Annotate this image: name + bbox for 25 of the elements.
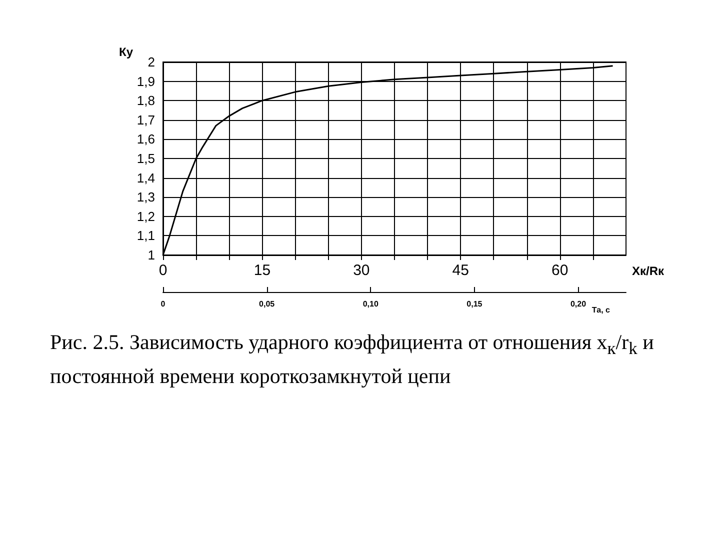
y-tick-label: 1,2	[136, 208, 155, 224]
x2-axis-title: Та, с	[592, 306, 611, 314]
y-tick-label: 1,1	[136, 228, 155, 244]
x2-tick-label: 0,20	[570, 300, 587, 308]
y-tick-label: 2	[148, 54, 155, 70]
y-tick-label: 1,6	[136, 132, 155, 147]
x-tick-label: 30	[353, 262, 370, 279]
y-tick-label: 1,8	[136, 93, 155, 108]
x-tick-label: 45	[452, 262, 469, 279]
y-axis-title: Ку	[119, 45, 134, 59]
x-axis-title: Xк/Rк	[632, 264, 666, 278]
x-tick-label: 0	[158, 262, 168, 279]
y-tick-label: 1	[148, 248, 155, 262]
x2-tick-label: 0,15	[466, 300, 483, 308]
y-tick-label: 1,3	[136, 190, 155, 205]
x-tick-label: 60	[552, 262, 568, 279]
x2-tick-label: 0,10	[362, 300, 379, 308]
text: Рис. 2.5. Зависимость ударного коэффициента от отношения x$_{к}$/r$_{k}$ и постоянной времени короткозамкнутой цепи	[50, 330, 654, 388]
x-tick-label: 15	[254, 262, 271, 279]
y-tick-label: 1,7	[136, 112, 155, 128]
y-tick-label: 1,9	[136, 74, 155, 89]
x2-tick-label: 0	[160, 300, 166, 308]
y-tick-label: 1,4	[136, 170, 155, 186]
y-tick-label: 1,5	[136, 151, 155, 166]
x2-tick-label: 0,05	[259, 300, 276, 308]
